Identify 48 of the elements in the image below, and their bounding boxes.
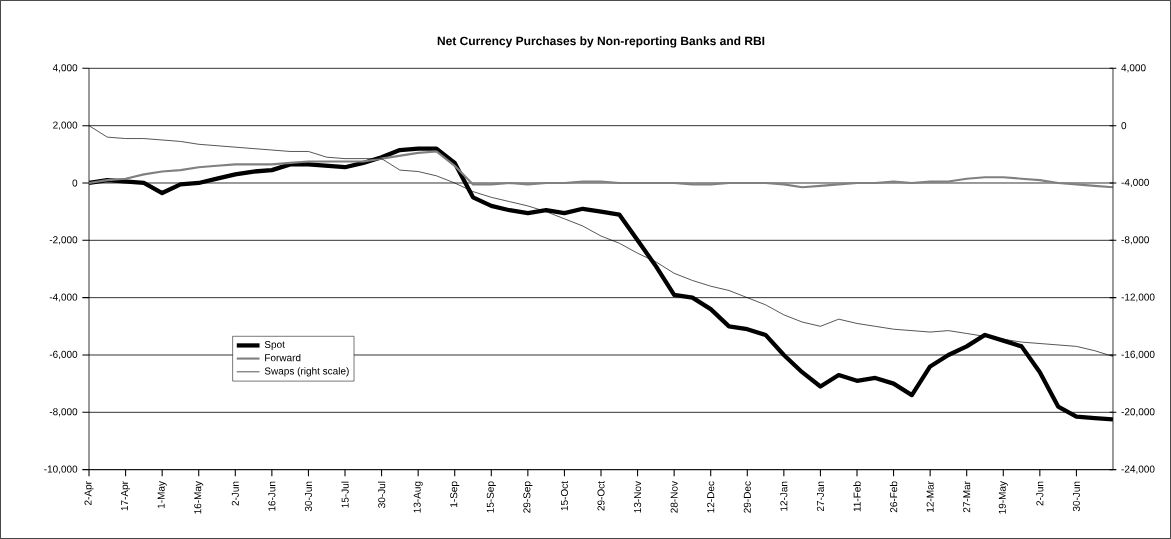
x-tick-label: 12-Mar	[926, 481, 934, 512]
y-tick-label: 2,000	[53, 121, 78, 130]
x-tick-label: 15-Jul	[341, 481, 349, 508]
legend-label: Spot	[264, 340, 285, 351]
x-tick-label: 2-Jun	[1036, 481, 1044, 506]
x-tick-label: 29-Dec	[743, 481, 751, 513]
x-tick-label: 12-Jan	[780, 481, 788, 511]
x-tick-label: 30-Jul	[377, 481, 386, 508]
y-tick-label: -8,000	[49, 408, 78, 417]
y2-tick-label: -20,000	[1121, 408, 1155, 417]
y-tick-label: -6,000	[49, 350, 78, 360]
legend-label: Forward	[265, 353, 301, 362]
x-tick-label: 13-Nov	[634, 481, 642, 513]
y2-tick-label: -8,000	[1121, 236, 1149, 245]
y2-tick-label: 0	[1121, 122, 1127, 130]
x-tick-label: 15-Sep	[486, 481, 496, 513]
y-tick-label: -4,000	[49, 293, 78, 302]
x-tick-label: 1-May	[157, 481, 167, 509]
x-tick-label: 13-Aug	[413, 481, 423, 513]
x-tick-label: 12-Dec	[707, 481, 715, 513]
x-tick-label: 17-Apr	[121, 481, 131, 511]
y-tick-label: -2,000	[49, 236, 78, 245]
x-tick-label: 30-Jun	[1072, 481, 1080, 512]
y-tick-label: 4,000	[52, 64, 78, 73]
y2-tick-label: 4,000	[1121, 64, 1146, 73]
x-tick-label: 2-Apr	[84, 481, 94, 505]
chart-title: Net Currency Purchases by Non-reporting Banks and RBI	[437, 36, 765, 48]
x-tick-label: 27-Jan	[816, 481, 824, 512]
x-tick-label: 28-Nov	[670, 481, 678, 513]
x-tick-label: 11-Feb	[853, 481, 861, 512]
y2-tick-label: -12,000	[1121, 293, 1155, 302]
y2-tick-label: -24,000	[1121, 465, 1155, 474]
y2-tick-label: -4,000	[1121, 178, 1149, 188]
x-tick-label: 26-Feb	[889, 481, 898, 513]
x-tick-label: 16-May	[194, 481, 204, 514]
y-tick-label: 0	[72, 179, 78, 187]
x-tick-label: 19-May	[998, 481, 1008, 514]
x-tick-label: 1-Sep	[450, 481, 460, 507]
x-tick-label: 16-Jun	[268, 481, 276, 511]
y-tick-label: -10,000	[44, 465, 78, 474]
x-tick-label: 29-Sep	[523, 481, 533, 513]
x-tick-label: 29-Oct	[597, 481, 605, 511]
x-tick-label: 27-Mar	[963, 481, 971, 513]
y2-tick-label: -16,000	[1121, 350, 1155, 360]
x-tick-label: 30-Jun	[304, 481, 312, 512]
x-tick-label: 15-Oct	[560, 481, 568, 511]
x-tick-label: 2-Jun	[231, 481, 239, 506]
legend-label: Swaps (right scale)	[264, 367, 349, 377]
